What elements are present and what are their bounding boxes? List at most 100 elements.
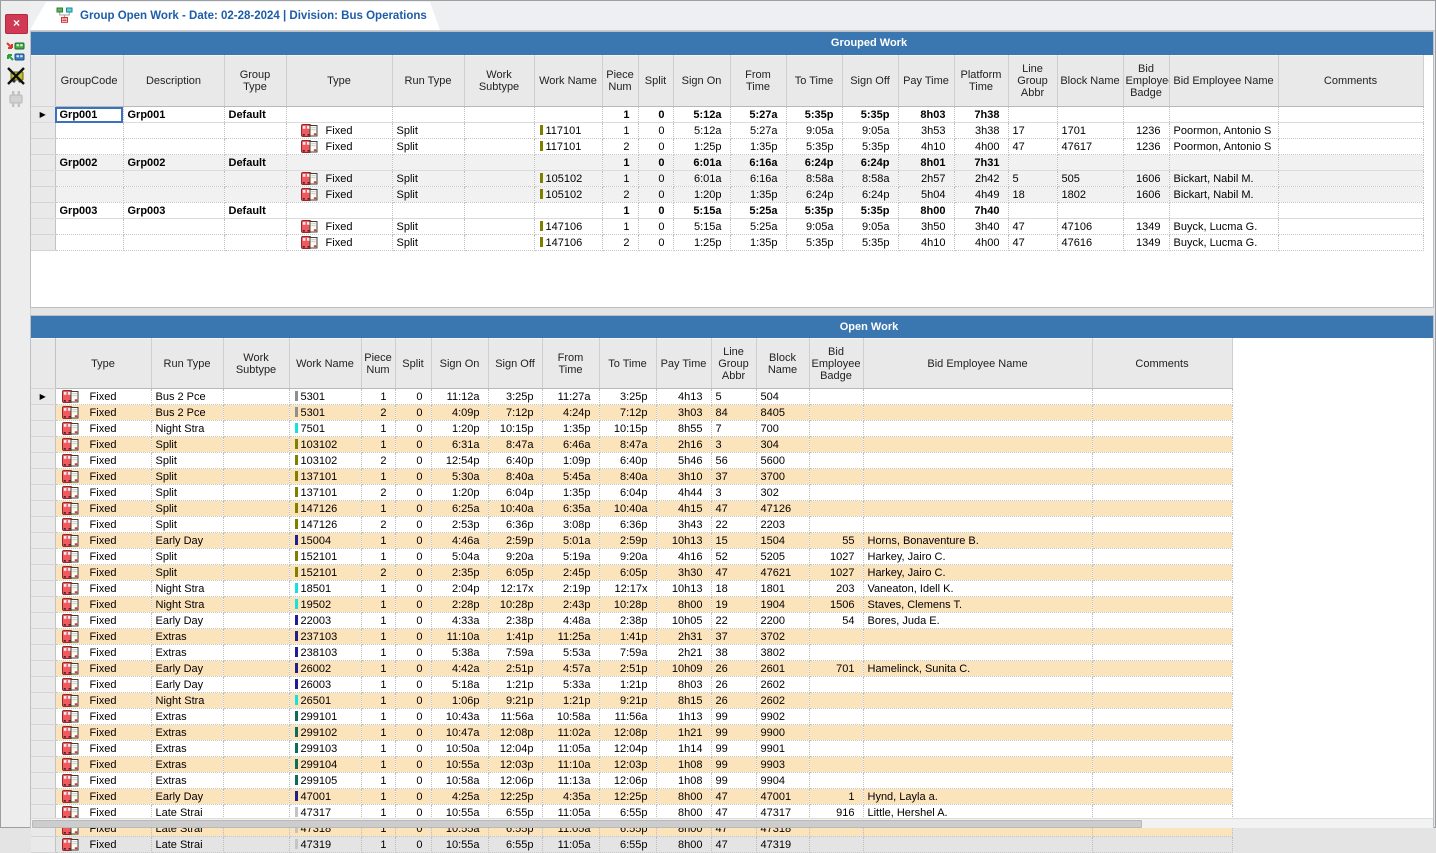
bid-employee-name-cell[interactable] [863, 756, 1093, 773]
bid-employee-name-cell[interactable] [863, 468, 1093, 485]
from-time-cell[interactable]: 1:35p [730, 138, 787, 155]
comments-cell[interactable] [1092, 452, 1233, 469]
work-name-cell[interactable]: 47317 [289, 804, 362, 821]
split-cell[interactable]: 0 [395, 468, 432, 485]
work-subtype-cell[interactable] [223, 596, 290, 613]
sign-off-cell[interactable]: 6:05p [488, 564, 543, 581]
comments-cell[interactable] [1092, 500, 1233, 517]
sign-off-cell[interactable]: 6:36p [488, 516, 543, 533]
sign-on-cell[interactable]: 10:58a [431, 772, 489, 789]
type-cell[interactable]: Fixed [286, 122, 393, 139]
row-indicator[interactable] [31, 484, 56, 501]
run-type-cell[interactable]: Split [151, 468, 224, 485]
to-time-cell[interactable]: 6:55p [599, 804, 657, 821]
row-indicator[interactable] [31, 580, 56, 597]
column-header-type[interactable]: Type [55, 338, 152, 389]
run-type-cell[interactable]: Split [151, 516, 224, 533]
from-time-cell[interactable]: 1:09p [542, 452, 600, 469]
open-work-row[interactable]: Fixed Night Stra 19502 1 0 2:28p 10:28p 2:43p 10… [31, 596, 1233, 613]
sign-on-cell[interactable]: 5:12a [673, 122, 731, 139]
bid-employee-badge-cell[interactable] [809, 628, 864, 645]
bid-employee-badge-cell[interactable] [809, 516, 864, 533]
bid-employee-badge-cell[interactable] [809, 708, 864, 725]
sign-on-cell[interactable]: 2:04p [431, 580, 489, 597]
line-group-cell[interactable]: 84 [711, 404, 757, 421]
work-name-cell[interactable]: 299105 [289, 772, 362, 789]
column-header-groupcode[interactable]: GroupCode [55, 55, 124, 107]
block-name-cell[interactable]: 9901 [756, 740, 810, 757]
work-subtype-cell[interactable] [223, 516, 290, 533]
block-name-cell[interactable]: 2200 [756, 612, 810, 629]
sign-off-cell[interactable]: 6:55p [488, 836, 543, 853]
comments-cell[interactable] [1278, 122, 1424, 139]
piece-num-cell[interactable]: 1 [361, 772, 396, 789]
bid-employee-badge-cell[interactable] [809, 468, 864, 485]
open-work-row[interactable]: Fixed Split 152101 1 0 5:04a 9:20a 5:19a 9:20a 4h… [31, 548, 1233, 565]
work-subtype-cell[interactable] [464, 170, 535, 187]
sign-off-cell[interactable]: 6:04p [488, 484, 543, 501]
line-group-cell[interactable]: 19 [711, 596, 757, 613]
bid-employee-name-cell[interactable]: Buyck, Lucma G. [1169, 218, 1279, 235]
from-time-cell[interactable]: 11:10a [542, 756, 600, 773]
open-work-row[interactable]: Fixed Extras 299105 1 0 10:58a 12:06p 11:13a 12:… [31, 772, 1233, 789]
sign-on-cell[interactable]: 5:18a [431, 676, 489, 693]
group-code-cell[interactable]: Grp003 [55, 202, 124, 219]
from-time-cell[interactable]: 5:01a [542, 532, 600, 549]
bid-employee-badge-cell[interactable] [809, 756, 864, 773]
work-subtype-cell[interactable] [223, 564, 290, 581]
comments-cell[interactable] [1092, 404, 1233, 421]
line-group-cell[interactable]: 26 [711, 660, 757, 677]
split-cell[interactable]: 0 [395, 580, 432, 597]
pay-time-cell[interactable]: 3h10 [656, 468, 712, 485]
comments-cell[interactable] [1092, 692, 1233, 709]
piece-num-cell[interactable]: 1 [602, 154, 639, 171]
sign-on-cell[interactable]: 10:55a [431, 756, 489, 773]
work-subtype-cell[interactable] [223, 660, 290, 677]
column-header-work-name[interactable]: Work Name [289, 338, 362, 389]
sign-off-cell[interactable]: 1:41p [488, 628, 543, 645]
work-subtype-cell[interactable] [464, 138, 535, 155]
comments-cell[interactable] [1278, 218, 1424, 235]
sign-on-cell[interactable]: 2:35p [431, 564, 489, 581]
group-code-cell[interactable] [55, 234, 124, 251]
sign-off-cell[interactable]: 7:59a [488, 644, 543, 661]
row-indicator[interactable] [31, 612, 56, 629]
sign-off-cell[interactable]: 9:05a [842, 122, 899, 139]
comments-cell[interactable] [1092, 708, 1233, 725]
bid-employee-name-cell[interactable] [863, 644, 1093, 661]
type-cell[interactable]: Fixed [55, 660, 152, 677]
block-name-cell[interactable]: 5205 [756, 548, 810, 565]
row-indicator[interactable]: ▶ [31, 106, 56, 123]
pay-time-cell[interactable]: 1h13 [656, 708, 712, 725]
sign-off-cell[interactable]: 2:38p [488, 612, 543, 629]
type-cell[interactable]: Fixed [55, 772, 152, 789]
line-group-cell[interactable]: 99 [711, 724, 757, 741]
line-group-cell[interactable]: 47 [711, 836, 757, 853]
to-time-cell[interactable]: 6:24p [786, 154, 843, 171]
column-header-run-type[interactable]: Run Type [151, 338, 224, 389]
split-cell[interactable]: 0 [395, 740, 432, 757]
work-subtype-cell[interactable] [464, 218, 535, 235]
split-cell[interactable]: 0 [395, 836, 432, 853]
split-cell[interactable]: 0 [395, 548, 432, 565]
work-name-cell[interactable]: 137101 [289, 468, 362, 485]
split-cell[interactable]: 0 [638, 170, 674, 187]
piece-num-cell[interactable]: 1 [361, 644, 396, 661]
column-header-run-type[interactable]: Run Type [392, 55, 465, 107]
work-name-cell[interactable]: 299104 [289, 756, 362, 773]
run-type-cell[interactable]: Extras [151, 772, 224, 789]
bid-employee-name-cell[interactable]: Staves, Clemens T. [863, 596, 1093, 613]
bid-employee-name-cell[interactable] [863, 724, 1093, 741]
block-name-cell[interactable]: 2203 [756, 516, 810, 533]
description-cell[interactable] [123, 234, 225, 251]
work-name-cell[interactable]: 5301 [289, 388, 362, 405]
bid-employee-badge-cell[interactable] [809, 404, 864, 421]
bid-employee-badge-cell[interactable] [809, 388, 864, 405]
column-header-line-group-abbr[interactable]: Line Group Abbr [1008, 55, 1058, 107]
open-work-row[interactable]: Fixed Split 103102 1 0 6:31a 8:47a 6:46a 8:47a 2h… [31, 436, 1233, 453]
to-time-cell[interactable]: 9:05a [786, 122, 843, 139]
bid-employee-name-cell[interactable] [863, 628, 1093, 645]
work-name-cell[interactable]: 238103 [289, 644, 362, 661]
comments-cell[interactable] [1092, 756, 1233, 773]
description-cell[interactable] [123, 138, 225, 155]
